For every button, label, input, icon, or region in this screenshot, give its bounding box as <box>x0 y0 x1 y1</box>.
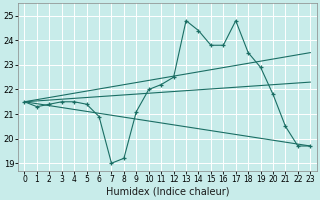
X-axis label: Humidex (Indice chaleur): Humidex (Indice chaleur) <box>106 187 229 197</box>
